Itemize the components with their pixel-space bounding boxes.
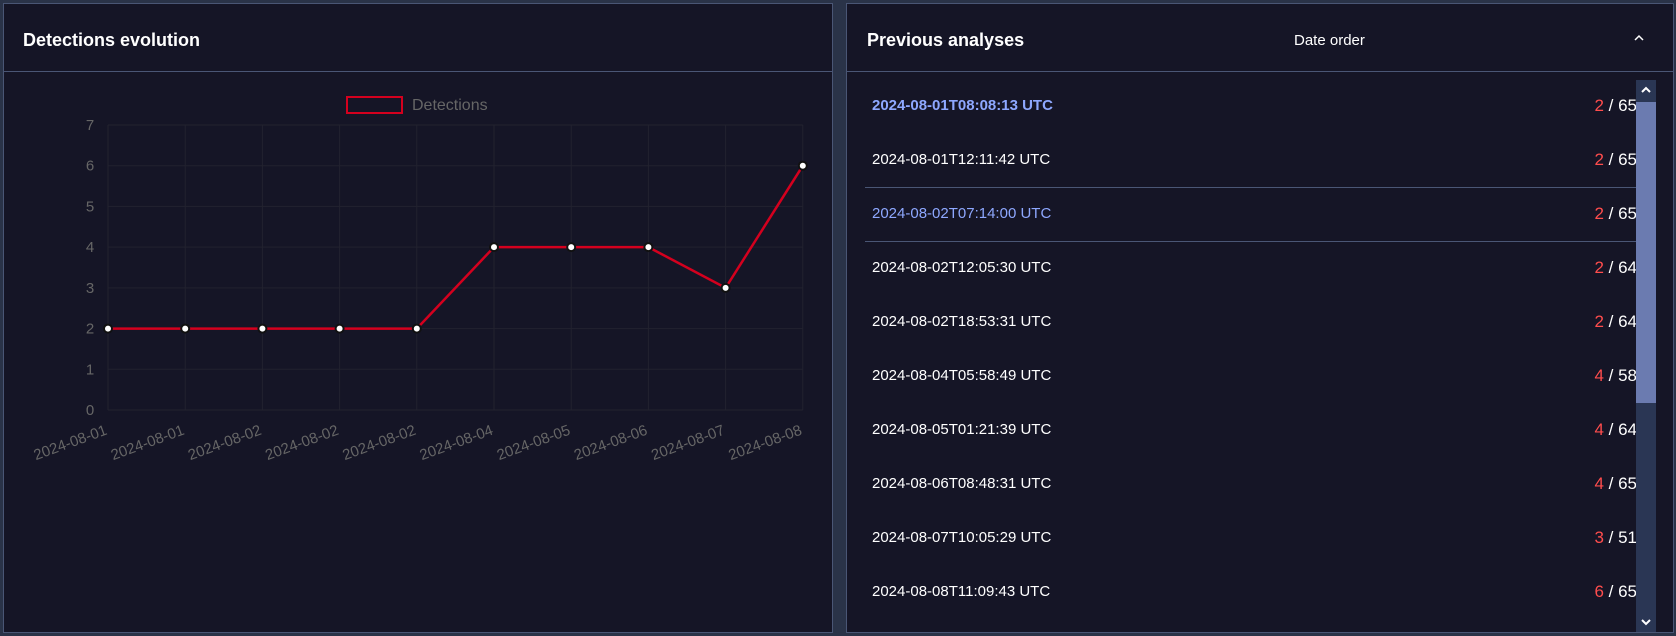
analysis-date: 2024-08-01T12:11:42 UTC (872, 151, 1051, 168)
data-point (720, 282, 731, 293)
x-tick-label: 2024-08-06 (572, 422, 650, 464)
analysis-item[interactable]: 2024-08-08T11:09:43 UTC 6 / 65 (865, 566, 1637, 620)
engine-total: 65 (1618, 150, 1637, 169)
detection-count: 2 (1594, 96, 1604, 115)
analyses-list: 2024-08-01T08:08:13 UTC 2 / 65 2024-08-0… (865, 72, 1637, 632)
data-point (489, 242, 499, 253)
y-tick-label: 6 (86, 158, 94, 175)
data-point (797, 160, 808, 171)
analysis-item[interactable]: 2024-08-02T12:05:30 UTC 2 / 64 (865, 242, 1637, 296)
analysis-item[interactable]: 2024-08-06T08:48:31 UTC 4 / 65 (865, 458, 1637, 512)
sort-order-label[interactable]: Date order (1294, 32, 1365, 49)
analysis-date: 2024-08-04T05:58:49 UTC (872, 367, 1052, 384)
detections-evolution-panel: Detections evolution 0 1 2 3 4 5 6 7 2024-08-01 2… (3, 3, 833, 633)
y-tick-label: 1 (86, 361, 94, 378)
analysis-ratio: 4 / 58 (1594, 366, 1637, 385)
engine-total: 51 (1618, 528, 1637, 547)
analysis-ratio: 4 / 64 (1594, 420, 1637, 439)
scroll-down-button[interactable] (1636, 612, 1656, 632)
chevron-up-icon (1634, 34, 1644, 41)
detection-count: 6 (1594, 582, 1604, 601)
legend-label: Detections (412, 97, 488, 114)
x-tick-label: 2024-08-02 (263, 422, 341, 464)
list-scrollbar[interactable] (1636, 80, 1656, 632)
x-tick-label: 2024-08-05 (495, 422, 573, 464)
collapse-button[interactable] (1627, 26, 1651, 50)
detection-count: 4 (1594, 474, 1604, 493)
engine-total: 65 (1618, 204, 1637, 223)
data-point (103, 323, 113, 334)
detection-count: 2 (1594, 204, 1604, 223)
x-tick-label: 2024-08-02 (186, 422, 264, 464)
y-tick-label: 0 (86, 402, 94, 419)
engine-total: 64 (1618, 312, 1637, 331)
x-tick-label: 2024-08-01 (31, 422, 109, 464)
detection-count: 2 (1594, 312, 1604, 331)
data-point (180, 323, 191, 334)
analysis-item[interactable]: 2024-08-02T07:14:00 UTC 2 / 65 (865, 188, 1637, 242)
engine-total: 65 (1618, 474, 1637, 493)
data-point (334, 323, 345, 334)
analysis-date: 2024-08-02T07:14:00 UTC (872, 205, 1052, 222)
engine-total: 64 (1618, 420, 1637, 439)
y-tick-label: 5 (86, 198, 94, 215)
panel-header: Previous analyses Date order (847, 4, 1673, 72)
y-tick-label: 4 (86, 239, 94, 256)
data-point (257, 323, 268, 334)
series-line-detections (108, 165, 804, 330)
analysis-date: 2024-08-08T11:09:43 UTC (872, 583, 1051, 600)
analysis-ratio: 3 / 51 (1594, 528, 1637, 547)
x-tick-label: 2024-08-08 (726, 422, 804, 464)
scroll-up-button[interactable] (1636, 80, 1656, 100)
y-tick-label: 2 (86, 321, 94, 338)
scroll-down-arrow-icon (1641, 619, 1651, 626)
analysis-date: 2024-08-02T18:53:31 UTC (872, 313, 1052, 330)
panel-header: Detections evolution (4, 4, 832, 72)
analysis-ratio: 2 / 65 (1594, 96, 1637, 115)
engine-total: 58 (1618, 366, 1637, 385)
y-tick-label: 3 (86, 280, 94, 297)
analysis-ratio: 2 / 64 (1594, 312, 1637, 331)
analysis-item[interactable]: 2024-08-07T10:05:29 UTC 3 / 51 (865, 512, 1637, 566)
analysis-item[interactable]: 2024-08-01T12:11:42 UTC 2 / 65 (865, 134, 1637, 188)
detection-count: 3 (1594, 528, 1604, 547)
panel-title: Detections evolution (23, 30, 201, 50)
legend-swatch (346, 96, 403, 114)
detection-count: 4 (1594, 420, 1604, 439)
analysis-date: 2024-08-05T01:21:39 UTC (872, 421, 1052, 438)
y-tick-label: 7 (86, 117, 94, 134)
data-point (643, 242, 654, 253)
detection-count: 2 (1594, 150, 1604, 169)
analysis-date: 2024-08-06T08:48:31 UTC (872, 475, 1052, 492)
analysis-date: 2024-08-01T08:08:13 UTC (872, 97, 1053, 114)
previous-analyses-panel: Previous analyses Date order 2024-08-01T… (846, 3, 1674, 633)
scrollbar-thumb[interactable] (1636, 102, 1656, 403)
data-point (411, 323, 422, 334)
x-tick-label: 2024-08-07 (649, 422, 727, 464)
analysis-item[interactable]: 2024-08-01T08:08:13 UTC 2 / 65 (865, 80, 1637, 134)
x-tick-label: 2024-08-01 (109, 422, 187, 464)
engine-total: 65 (1618, 96, 1637, 115)
analysis-item[interactable]: 2024-08-05T01:21:39 UTC 4 / 64 (865, 404, 1637, 458)
x-tick-label: 2024-08-02 (340, 422, 418, 464)
analysis-ratio: 6 / 65 (1594, 582, 1637, 601)
analysis-ratio: 2 / 65 (1594, 204, 1637, 223)
detection-count: 2 (1594, 258, 1604, 277)
analysis-ratio: 2 / 64 (1594, 258, 1637, 277)
detection-count: 4 (1594, 366, 1604, 385)
analysis-date: 2024-08-02T12:05:30 UTC (872, 259, 1052, 276)
analysis-item[interactable]: 2024-08-04T05:58:49 UTC 4 / 58 (865, 350, 1637, 404)
engine-total: 64 (1618, 258, 1637, 277)
panel-title: Previous analyses (867, 30, 1025, 50)
data-point (566, 242, 577, 253)
analysis-ratio: 2 / 65 (1594, 150, 1637, 169)
x-tick-label: 2024-08-04 (417, 422, 495, 464)
analysis-ratio: 4 / 65 (1594, 474, 1637, 493)
engine-total: 65 (1618, 582, 1637, 601)
analysis-item[interactable]: 2024-08-02T18:53:31 UTC 2 / 64 (865, 296, 1637, 350)
scroll-up-arrow-icon (1641, 86, 1651, 93)
analysis-date: 2024-08-07T10:05:29 UTC (872, 529, 1052, 546)
